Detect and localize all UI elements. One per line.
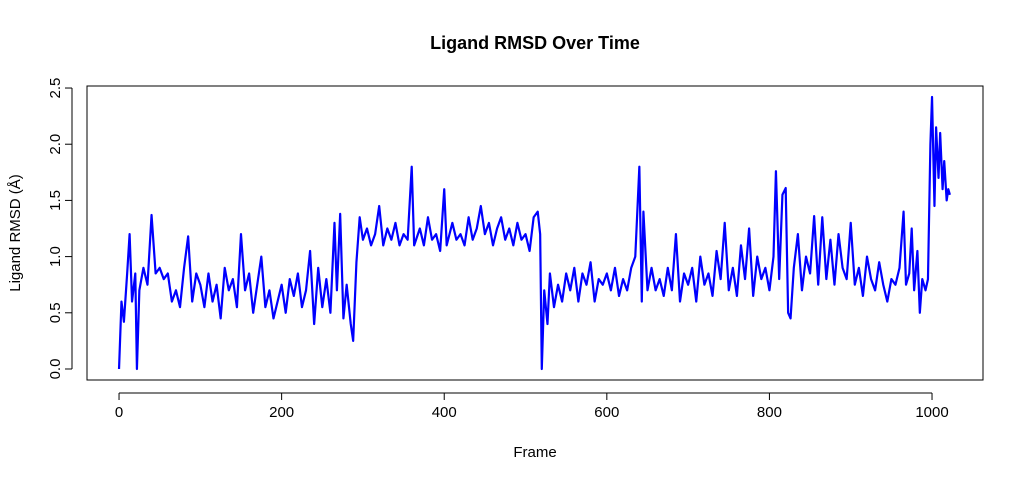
chart-title: Ligand RMSD Over Time [430,33,640,53]
y-tick-label: 1.0 [47,246,64,267]
x-tick-label: 800 [757,404,782,421]
y-tick-label: 0.5 [47,302,64,323]
y-axis-label: Ligand RMSD (Å) [7,174,24,292]
x-tick-label: 200 [269,404,294,421]
y-tick-label: 0.0 [47,359,64,380]
x-axis-label: Frame [513,444,556,461]
x-tick-label: 600 [594,404,619,421]
y-tick-label: 2.5 [47,78,64,99]
plot-frame [86,85,984,381]
x-tick-label: 400 [432,404,457,421]
y-tick-label: 2.0 [47,134,64,155]
x-tick-label: 1000 [915,404,948,421]
data-line [117,95,951,371]
x-tick-label: 0 [115,404,123,421]
y-tick-label: 1.5 [47,190,64,211]
